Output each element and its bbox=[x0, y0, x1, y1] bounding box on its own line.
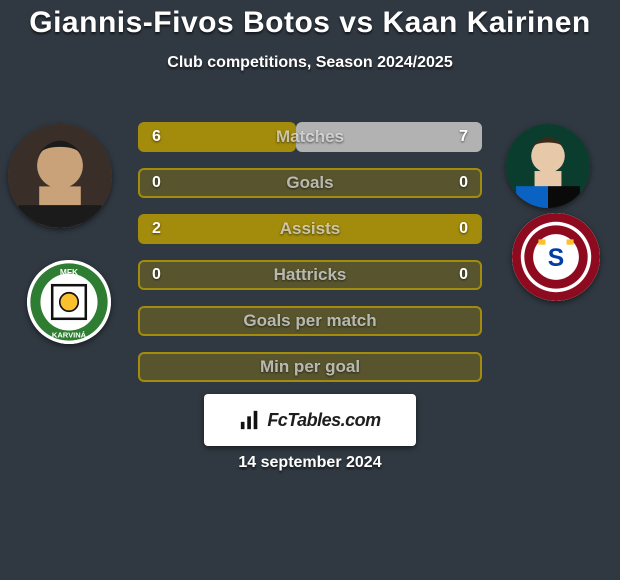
player-left-avatar bbox=[8, 124, 112, 228]
brand-text: FcTables.com bbox=[267, 410, 380, 431]
svg-text:MFK: MFK bbox=[60, 267, 78, 277]
stat-bar-left-fill bbox=[138, 214, 482, 244]
stat-row-goals-per-match: Goals per match bbox=[138, 306, 482, 336]
page-title: Giannis-Fivos Botos vs Kaan Kairinen bbox=[0, 0, 620, 40]
page-subtitle: Club competitions, Season 2024/2025 bbox=[0, 54, 620, 72]
date-text: 14 september 2024 bbox=[0, 454, 620, 472]
stat-row-assists: Assists20 bbox=[138, 214, 482, 244]
player-right-club-badge: S bbox=[512, 213, 600, 301]
stat-row-hattricks: Hattricks00 bbox=[138, 260, 482, 290]
player-left-club-badge: MFK KARVINÁ bbox=[27, 260, 111, 344]
svg-text:S: S bbox=[548, 245, 564, 272]
stat-bar-bg bbox=[138, 168, 482, 198]
stat-row-matches: Matches67 bbox=[138, 122, 482, 152]
svg-text:KARVINÁ: KARVINÁ bbox=[52, 330, 87, 339]
player-right-avatar bbox=[506, 124, 590, 208]
brand-logo-icon bbox=[239, 409, 261, 431]
stat-row-goals: Goals00 bbox=[138, 168, 482, 198]
stat-bar-right-fill bbox=[296, 122, 482, 152]
stat-bar-left-fill bbox=[138, 122, 296, 152]
brand-box: FcTables.com bbox=[204, 394, 416, 446]
stat-row-min-per-goal: Min per goal bbox=[138, 352, 482, 382]
stat-bar-bg bbox=[138, 260, 482, 290]
stat-bar-bg bbox=[138, 352, 482, 382]
stat-bar-bg bbox=[138, 306, 482, 336]
comparison-bars: Matches67 Goals00 Assists20 Hattricks00 Goal… bbox=[138, 122, 482, 398]
